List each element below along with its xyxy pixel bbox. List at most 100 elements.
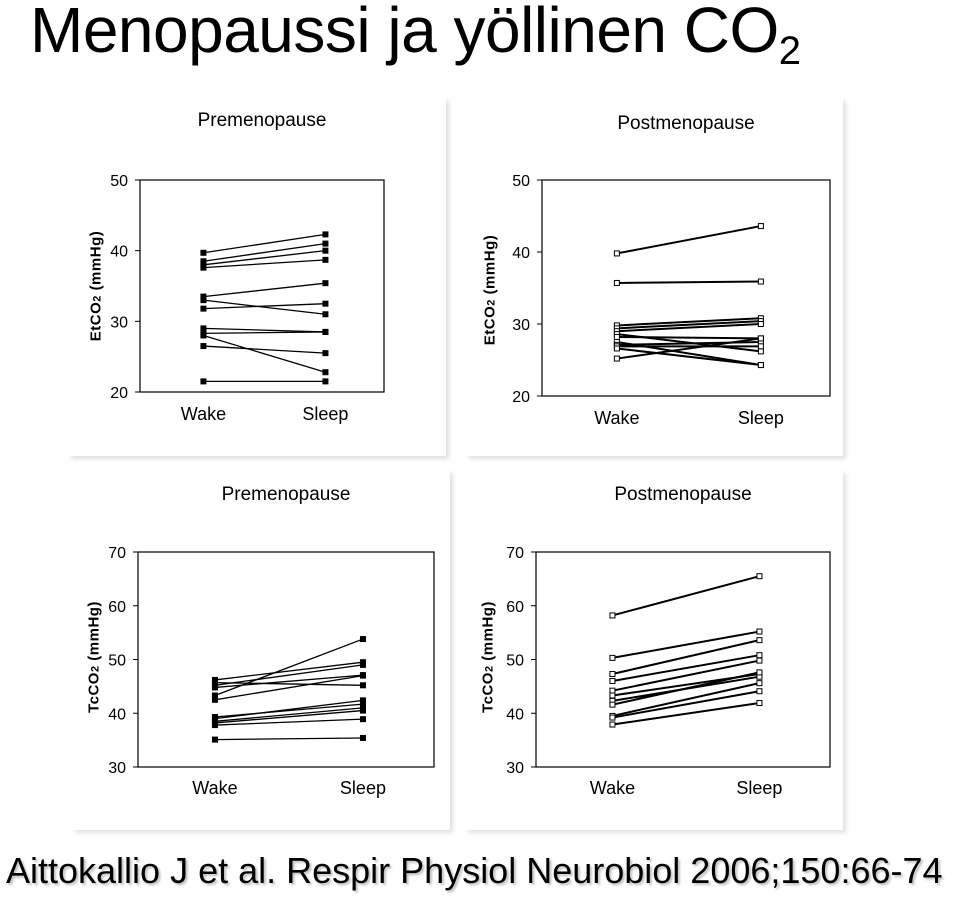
series-line — [203, 242, 326, 262]
series-line — [214, 674, 364, 701]
series-line — [203, 334, 326, 373]
data-point — [322, 378, 329, 385]
data-point — [322, 240, 329, 247]
series-7 — [200, 300, 329, 312]
data-point — [322, 328, 329, 335]
data-point — [756, 652, 763, 659]
series-line — [612, 654, 760, 682]
data-point — [211, 684, 218, 691]
y-tick-label: 60 — [506, 599, 524, 616]
series-12 — [200, 378, 329, 385]
data-point — [756, 657, 763, 664]
series-line — [203, 250, 326, 266]
data-point — [756, 688, 763, 695]
series-line — [214, 674, 364, 689]
x-tick-label: Wake — [594, 408, 639, 428]
data-point — [322, 280, 329, 287]
series-line — [616, 280, 761, 284]
data-point — [613, 345, 620, 352]
series-line — [616, 347, 761, 367]
chart-title: Premenopause — [197, 110, 327, 131]
data-point — [322, 369, 329, 376]
x-tick-label: Sleep — [738, 408, 784, 428]
data-point — [322, 350, 329, 357]
series-line — [203, 303, 326, 310]
series-line — [214, 699, 364, 720]
data-point — [756, 628, 763, 635]
series-5 — [211, 636, 366, 699]
data-point — [609, 714, 616, 721]
data-point — [322, 311, 329, 318]
x-tick-label: Wake — [192, 778, 237, 798]
data-point — [609, 721, 616, 728]
y-tick-label: 50 — [506, 653, 524, 670]
chart-svg: 30 40 50 60 70 Wake Sleep — [506, 545, 831, 798]
data-point — [211, 696, 218, 703]
series-1 — [609, 573, 763, 619]
y-tick-label: 40 — [506, 706, 524, 723]
data-point — [756, 669, 763, 676]
data-point — [359, 672, 366, 679]
y-tick-label: 20 — [512, 389, 530, 406]
series-line — [616, 320, 761, 330]
slide-title-subscript: 2 — [778, 29, 801, 73]
data-point — [359, 734, 366, 741]
series-line — [214, 703, 364, 718]
data-point — [757, 278, 764, 285]
data-point — [322, 247, 329, 254]
series-line — [214, 737, 363, 741]
series-1 — [200, 231, 329, 256]
series-line — [616, 335, 761, 340]
data-point — [613, 355, 620, 362]
data-point — [359, 682, 366, 689]
slide-title-text: Menopaussi ja yöllinen CO — [30, 0, 779, 66]
data-point — [756, 680, 763, 687]
series-line — [203, 331, 326, 334]
chart-panel-etco2-premenopause: Premenopause EtCO2 (mmHg) 20 30 40 50 Wake Slee… — [68, 98, 446, 456]
series-line — [616, 225, 762, 255]
data-point — [609, 692, 616, 699]
chart-panel-etco2-postmenopause: Postmenopause EtCO2 (mmHg) 20 30 40 50 Wake Sle… — [466, 98, 843, 456]
series-7 — [613, 333, 764, 342]
x-tick-label: Sleep — [736, 778, 782, 798]
series-12 — [613, 335, 764, 362]
data-point — [322, 300, 329, 307]
series-line — [214, 718, 363, 726]
series-4 — [200, 256, 329, 271]
data-point — [322, 256, 329, 263]
y-tick-label: 30 — [506, 760, 524, 777]
y-tick-label: 60 — [108, 599, 126, 616]
y-tick-label: 40 — [512, 245, 530, 262]
series-line — [203, 282, 326, 298]
data-point — [609, 654, 616, 661]
data-point — [200, 305, 207, 312]
data-point — [609, 671, 616, 678]
series-line — [214, 638, 364, 697]
series-line — [616, 337, 762, 360]
y-tick-label: 70 — [108, 545, 126, 562]
data-point — [756, 573, 763, 580]
data-point — [359, 716, 366, 723]
data-point — [211, 736, 218, 743]
data-point — [756, 700, 763, 707]
series-6 — [211, 672, 366, 703]
y-tick-label: 50 — [110, 173, 128, 190]
series-2 — [613, 278, 764, 286]
series-2 — [609, 628, 763, 661]
series-5 — [200, 280, 329, 300]
data-point — [757, 321, 764, 327]
chart-title: Postmenopause — [617, 113, 755, 134]
data-point — [609, 612, 616, 619]
series-1 — [613, 223, 764, 257]
series-line — [214, 664, 364, 686]
series-line — [203, 259, 326, 269]
plot-area — [541, 179, 831, 397]
series-line — [616, 323, 761, 333]
data-point — [757, 348, 764, 355]
series-line — [203, 327, 326, 333]
series-line — [612, 702, 760, 726]
series-12 — [211, 734, 366, 743]
series-6 — [200, 297, 329, 318]
series-line — [612, 575, 760, 617]
series-11 — [211, 716, 366, 729]
